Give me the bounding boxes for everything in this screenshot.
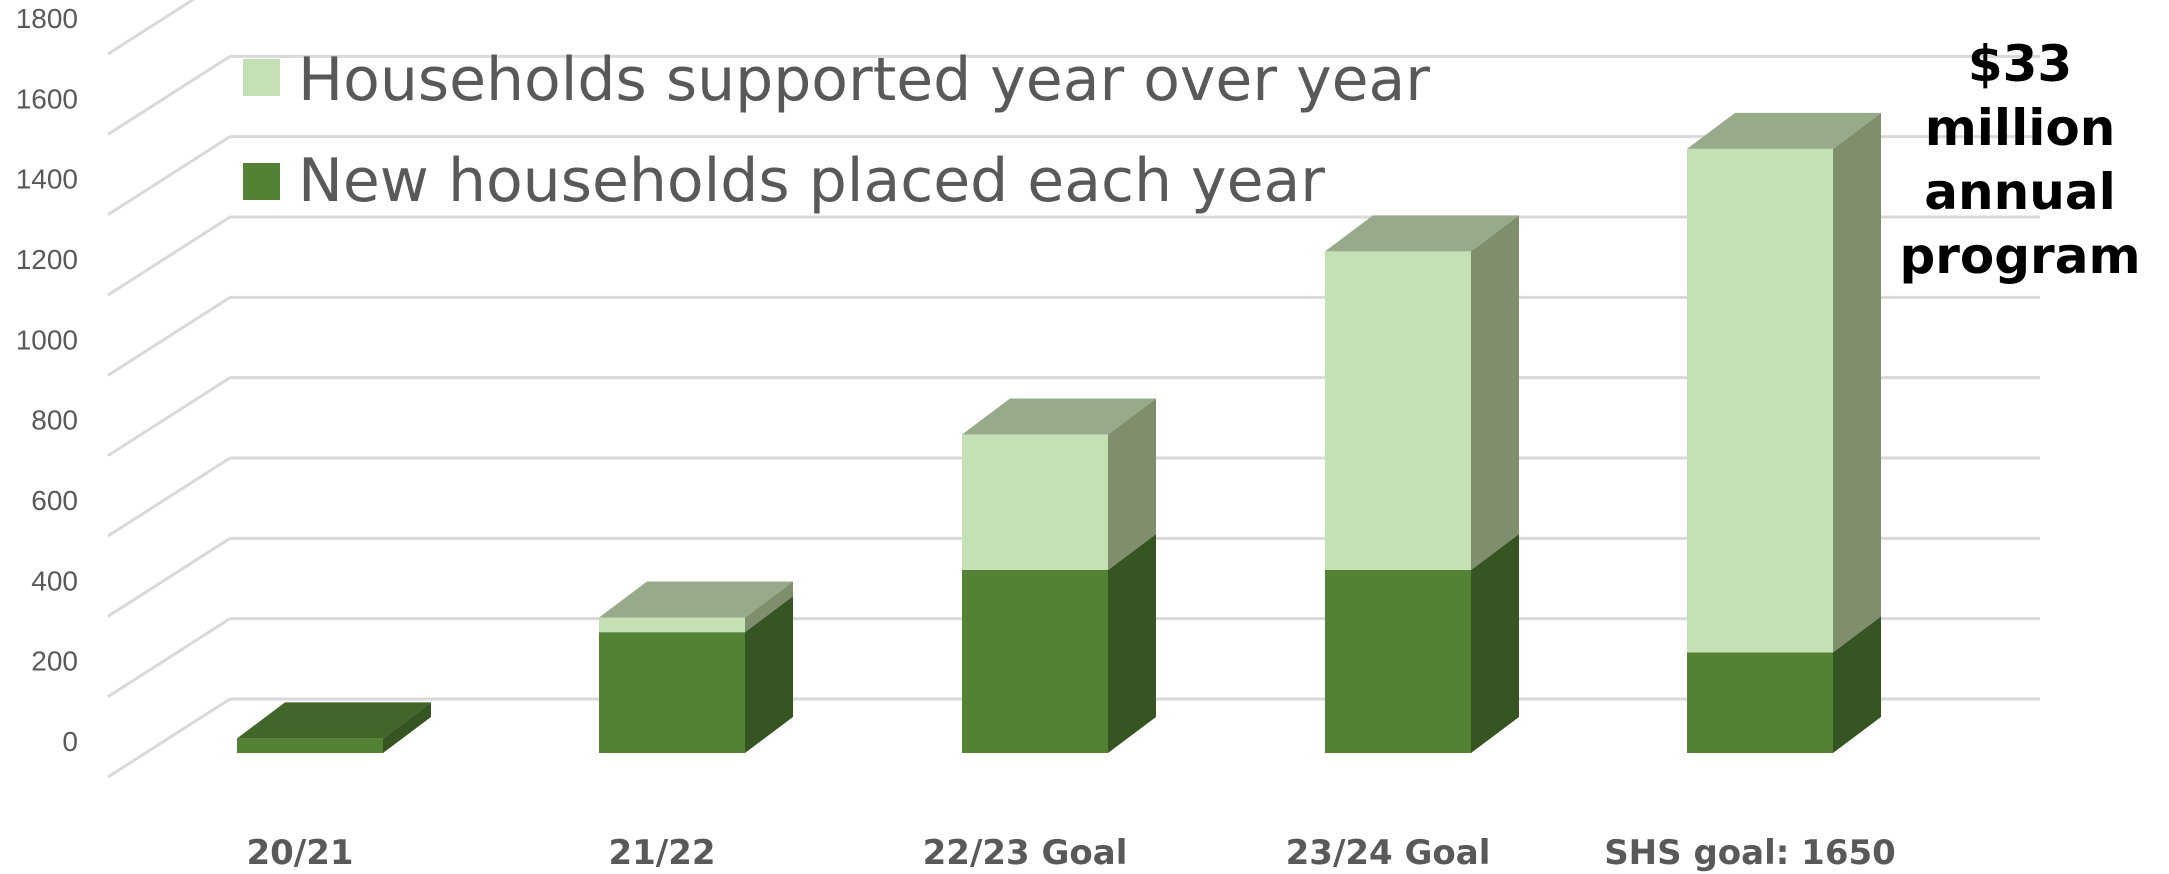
- bar-side-new: [1471, 533, 1519, 753]
- y-tick-label: 1000: [16, 324, 78, 355]
- y-axis: 0 200 400 600 800 1000 1200 1400 1600 1800: [16, 3, 78, 757]
- bar-segment-new: [237, 738, 383, 753]
- bar-segment-new: [962, 569, 1108, 753]
- bar-top: [237, 702, 431, 739]
- bar-group: [1687, 112, 1881, 753]
- y-tick-label: 600: [31, 485, 78, 516]
- y-tick-label: 1600: [16, 83, 78, 114]
- x-tick-label: 23/24 Goal: [1286, 833, 1491, 873]
- gridline-diagonal: [107, 697, 231, 779]
- legend-label-supported: Households supported year over year: [298, 45, 1430, 115]
- legend: Households supported year over year New …: [243, 45, 1430, 216]
- x-tick-label: 22/23 Goal: [923, 833, 1128, 873]
- gridline-diagonal: [107, 537, 231, 618]
- annotation-line-3: program: [1899, 227, 2141, 285]
- gridline-diagonal: [107, 55, 231, 136]
- bar-group: [237, 702, 431, 753]
- gridline-diagonal: [107, 135, 231, 216]
- legend-swatch-supported: [243, 59, 280, 96]
- gridline-diagonal: [107, 296, 231, 377]
- bar-side-new: [383, 702, 431, 753]
- legend-swatch-new: [243, 163, 280, 200]
- bar-side-supported: [745, 581, 793, 633]
- gridline-diagonal: [107, 456, 231, 538]
- program-annotation: $33 million annual program: [1870, 32, 2169, 288]
- bar-side-new: [1108, 533, 1156, 753]
- bar-segment-new: [1325, 569, 1471, 753]
- bar-segment-supported: [1687, 148, 1833, 653]
- gridline-diagonal: [107, 376, 231, 457]
- bar-side-supported: [1833, 112, 1881, 653]
- annotation-line-1: $33 million: [1924, 35, 2116, 157]
- annotation-line-2: annual: [1924, 163, 2116, 221]
- x-tick-label: 20/21: [246, 833, 353, 873]
- bar-side-supported: [1108, 398, 1156, 570]
- y-tick-label: 1200: [16, 244, 78, 275]
- bar-top: [962, 398, 1156, 435]
- bar-top: [1325, 215, 1519, 252]
- y-tick-label: 1400: [16, 164, 78, 195]
- y-tick-label: 400: [31, 565, 78, 596]
- bar-top: [1687, 112, 1881, 149]
- y-tick-label: 1800: [16, 3, 78, 34]
- gridline-diagonal: [107, 215, 231, 297]
- bar-side-new: [745, 596, 793, 753]
- bar-segment-supported: [599, 617, 745, 633]
- bar-segment-new: [599, 632, 745, 753]
- bar-side-new: [1833, 616, 1881, 753]
- x-tick-label: SHS goal: 1650: [1604, 833, 1896, 873]
- bar-segment-new: [1687, 652, 1833, 753]
- bars: [237, 112, 1881, 753]
- gridline-diagonal: [107, 617, 231, 698]
- bar-side-supported: [1471, 215, 1519, 570]
- bar-segment-supported: [962, 434, 1108, 570]
- x-tick-label: 21/22: [608, 833, 715, 873]
- x-axis: 20/21 21/22 22/23 Goal 23/24 Goal SHS goal: …: [246, 833, 1895, 873]
- legend-label-new: New households placed each year: [298, 146, 1325, 216]
- bar-group: [599, 581, 793, 753]
- bar-top: [599, 581, 793, 618]
- y-tick-label: 800: [31, 405, 78, 436]
- y-tick-label: 200: [31, 646, 78, 677]
- y-tick-label: 0: [62, 726, 78, 757]
- bar-group: [1325, 215, 1519, 753]
- bar-segment-supported: [1325, 251, 1471, 570]
- bar-group: [962, 398, 1156, 753]
- gridline-diagonal: [107, 0, 196, 56]
